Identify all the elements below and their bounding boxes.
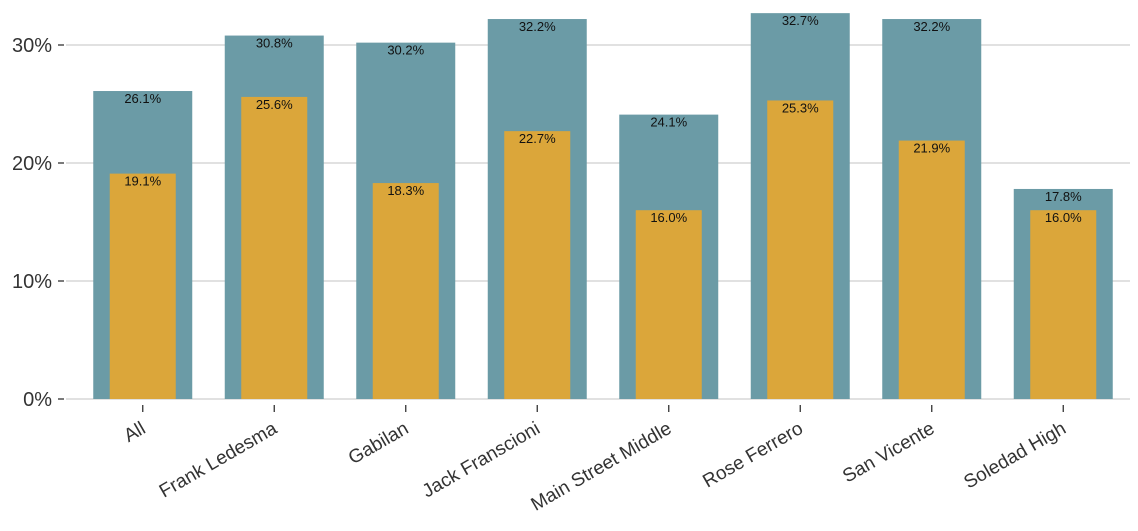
- bar-inner: [241, 96, 308, 400]
- data-label-outer: 24.1%: [650, 115, 687, 130]
- y-tick-label: 30%: [12, 35, 52, 57]
- data-label-outer: 30.2%: [387, 43, 424, 58]
- data-label-outer: 30.8%: [256, 36, 293, 51]
- bar-inner: [1030, 210, 1097, 399]
- x-axis: All Frank Ledesma Gabilan Jack FranscioniMa…: [120, 405, 1070, 516]
- data-label-outer: 32.7%: [782, 13, 819, 28]
- bar-inner: [767, 100, 834, 400]
- data-label-inner: 19.1%: [124, 174, 161, 189]
- x-tick-label: Frank Ledesma: [156, 418, 281, 502]
- x-tick-label: Jack Franscioni: [419, 418, 544, 502]
- data-label-inner: 16.0%: [650, 210, 687, 225]
- y-tick-label: 0%: [23, 389, 52, 411]
- data-label-outer: 32.2%: [913, 19, 950, 34]
- data-label-outer: 17.8%: [1045, 189, 1082, 204]
- data-label-inner: 25.3%: [782, 100, 819, 115]
- data-label-inner: 16.0%: [1045, 210, 1082, 225]
- y-tick-label: 20%: [12, 153, 52, 175]
- data-label-inner: 18.3%: [387, 183, 424, 198]
- data-labels: 26.1% 19.1% 30.8% 25.6% 30.2% 18.3% 32.2% 22.7%…: [124, 13, 1082, 225]
- data-label-inner: 25.6%: [256, 97, 293, 112]
- x-tick-label: Rose Ferrero: [699, 418, 806, 492]
- bars: [93, 13, 1113, 400]
- y-tick-label: 10%: [12, 271, 52, 293]
- x-tick-label: All: [120, 418, 149, 447]
- bar-inner: [504, 131, 571, 399]
- y-axis: 0% 10% 20% 30%: [12, 35, 64, 411]
- data-label-outer: 32.2%: [519, 19, 556, 34]
- x-tick-label: Main Street Middle: [528, 418, 676, 515]
- bar-inner: [109, 173, 176, 399]
- data-label-inner: 21.9%: [913, 141, 950, 156]
- data-label-outer: 26.1%: [124, 91, 161, 106]
- bar-inner: [635, 210, 702, 399]
- data-label-inner: 22.7%: [519, 131, 556, 146]
- x-tick-label: Soledad High: [960, 418, 1069, 493]
- x-tick-label: Gabilan: [345, 418, 412, 469]
- x-tick-label: San Vicente: [839, 418, 938, 487]
- bar-inner: [898, 140, 965, 399]
- bar-inner: [372, 183, 439, 399]
